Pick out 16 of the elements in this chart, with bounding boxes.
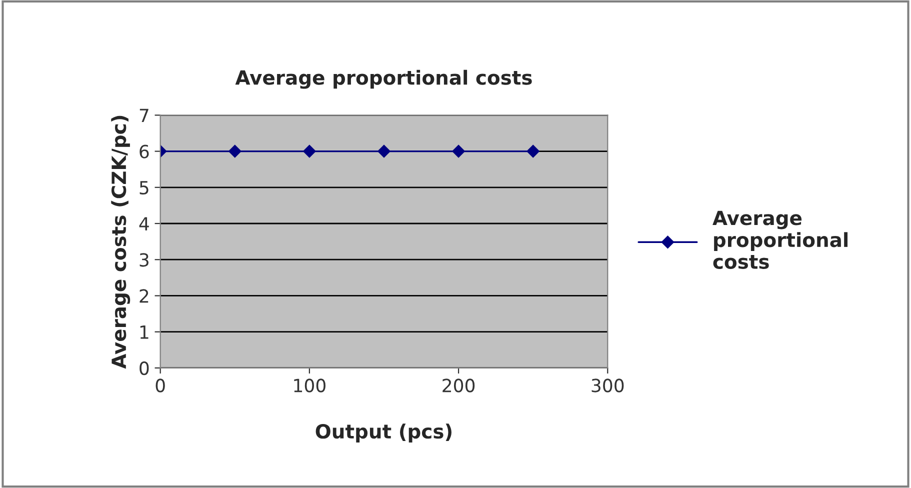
y-tick-label: 1 bbox=[140, 326, 148, 339]
y-tick-label: 6 bbox=[140, 144, 149, 158]
y-axis-title: Average costs (CZK/pc) bbox=[111, 116, 130, 369]
y-tick-label: 7 bbox=[140, 108, 148, 122]
chart-title: Average proportional costs bbox=[235, 70, 532, 89]
y-tick-label: 3 bbox=[140, 253, 148, 267]
y-tick-label: 0 bbox=[140, 361, 149, 376]
y-tick-label: 5 bbox=[140, 181, 148, 195]
x-tick-label: 200 bbox=[442, 378, 475, 392]
x-axis-title: Output (pcs) bbox=[316, 424, 452, 442]
x-tick-label: 0 bbox=[156, 378, 165, 392]
y-tick-label: 2 bbox=[140, 289, 148, 303]
legend-label: Average proportional costs bbox=[712, 210, 848, 269]
x-tick-label: 300 bbox=[592, 378, 624, 392]
x-tick-label: 100 bbox=[294, 378, 326, 392]
y-tick-label: 4 bbox=[139, 217, 149, 230]
